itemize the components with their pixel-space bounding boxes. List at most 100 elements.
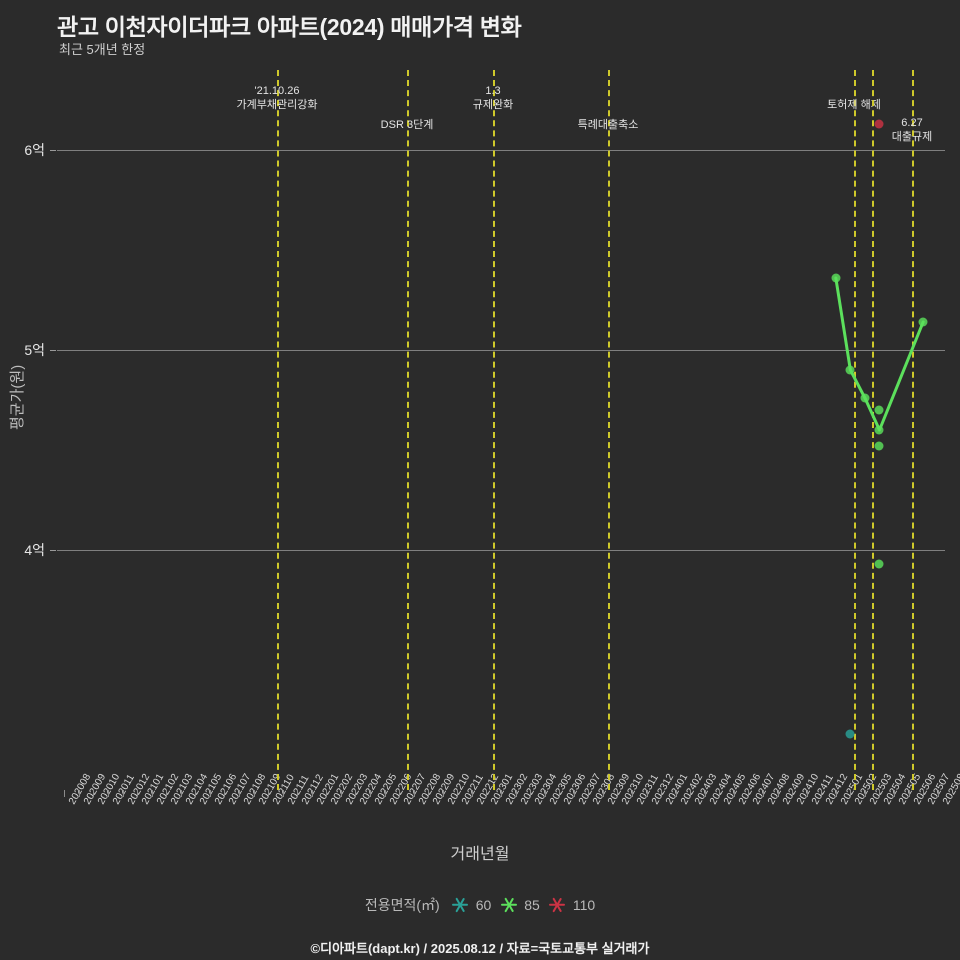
x-tick-mark <box>675 790 677 797</box>
x-axis-label: 거래년월 <box>450 846 510 863</box>
x-tick-mark <box>428 790 430 797</box>
data-point-110[interactable] <box>874 119 884 129</box>
x-tick-mark <box>763 790 765 797</box>
x-tick-mark <box>224 790 226 797</box>
data-point-85[interactable] <box>845 365 855 375</box>
legend: 전용면적(㎡) 60 85 110 <box>0 895 960 915</box>
x-tick-mark <box>253 790 255 797</box>
x-tick-mark <box>64 790 66 797</box>
legend-title: 전용면적(㎡) <box>364 897 440 913</box>
gridline <box>57 150 945 151</box>
x-tick-mark <box>719 790 721 797</box>
x-tick-mark <box>297 790 299 797</box>
x-tick-mark <box>704 790 706 797</box>
page-title: 관고 이천자이더파크 아파트(2024) 매매가격 변화 <box>57 14 522 40</box>
x-tick-mark <box>544 790 546 797</box>
x-tick-mark <box>355 790 357 797</box>
data-point-85[interactable] <box>831 273 841 283</box>
data-point-60[interactable] <box>845 729 855 739</box>
data-point-85[interactable] <box>860 393 870 403</box>
x-tick-mark <box>195 790 197 797</box>
legend-item-85[interactable]: 85 <box>500 897 540 914</box>
event-marker-line <box>854 70 856 790</box>
event-marker-label: 토허제 해제 <box>827 99 881 111</box>
x-tick-mark <box>792 790 794 797</box>
x-tick-mark <box>530 790 532 797</box>
x-tick-mark <box>369 790 371 797</box>
page-subtitle: 최근 5개년 한정 <box>59 42 146 57</box>
x-tick-mark <box>122 790 124 797</box>
x-tick-mark <box>311 790 313 797</box>
plot-area: 4억 5억 6억 202008 202009 202010 202011 202012 2021… <box>24 70 960 807</box>
x-tick-mark <box>180 790 182 797</box>
x-tick-mark <box>777 790 779 797</box>
data-point-85[interactable] <box>874 425 884 435</box>
x-tick-mark <box>748 790 750 797</box>
x-tick-mark <box>78 790 80 797</box>
x-tick-mark <box>646 790 648 797</box>
x-tick-mark <box>864 790 866 797</box>
x-tick-mark <box>501 790 502 797</box>
gridline <box>57 350 945 351</box>
asterisk-icon-60 <box>452 897 469 914</box>
x-tick-mark <box>326 790 328 797</box>
y-axis-label: 평균가(원) <box>9 364 26 430</box>
event-marker-line <box>277 70 279 790</box>
x-tick-mark <box>166 790 168 797</box>
x-tick-mark <box>937 790 939 797</box>
x-tick-mark <box>894 790 896 797</box>
y-tick-label: 5억 <box>24 342 45 358</box>
asterisk-icon-85 <box>500 897 517 914</box>
x-tick-mark <box>617 790 619 797</box>
x-tick-mark <box>602 790 604 797</box>
x-tick-mark <box>282 790 284 797</box>
x-tick-mark <box>137 790 139 797</box>
x-tick-mark <box>923 790 925 797</box>
x-tick-mark <box>573 790 575 797</box>
legend-item-110[interactable]: 110 <box>549 897 595 914</box>
x-tick-mark <box>471 790 473 797</box>
data-point-85[interactable] <box>874 559 884 569</box>
x-tick-mark <box>559 790 561 797</box>
x-tick-mark <box>850 790 852 797</box>
y-tick-mark <box>50 550 56 551</box>
x-tick-mark <box>588 790 590 797</box>
legend-label-60: 60 <box>475 897 492 913</box>
event-marker-line <box>493 70 495 790</box>
x-tick-mark <box>413 790 415 797</box>
event-marker-label: 1.3 규제완화 <box>472 85 514 111</box>
data-point-85[interactable] <box>874 405 884 415</box>
event-marker-label: '21.10.26 가계부채관리강화 <box>236 85 318 111</box>
x-tick-mark <box>835 790 837 797</box>
x-tick-mark <box>806 790 808 797</box>
x-tick-mark <box>733 790 735 797</box>
x-tick-mark <box>486 790 488 797</box>
y-tick-mark <box>50 150 56 151</box>
x-tick-mark <box>821 790 823 797</box>
legend-label-110: 110 <box>572 897 596 913</box>
legend-item-60[interactable]: 60 <box>452 897 492 914</box>
y-tick-label: 6억 <box>24 142 45 158</box>
event-marker-line <box>912 70 914 790</box>
x-tick-mark <box>632 790 634 797</box>
event-marker-line <box>872 70 874 790</box>
x-tick-mark <box>340 790 342 797</box>
y-tick-label: 4억 <box>24 542 45 558</box>
x-tick-mark <box>457 790 459 797</box>
x-tick-mark <box>209 790 211 797</box>
x-tick-mark <box>442 790 444 797</box>
x-tick-mark <box>879 790 881 797</box>
data-point-85[interactable] <box>918 317 928 327</box>
asterisk-icon-110 <box>549 897 566 914</box>
x-tick-mark <box>238 790 240 797</box>
data-point-85[interactable] <box>874 441 884 451</box>
event-marker-label: 6.27 대출규제 <box>891 117 933 143</box>
event-marker-line <box>608 70 610 790</box>
x-tick-mark <box>515 790 517 797</box>
x-tick-mark <box>384 790 386 797</box>
x-tick-mark <box>93 790 95 797</box>
x-tick-mark <box>690 790 692 797</box>
event-marker-line <box>407 70 409 790</box>
x-tick-mark <box>151 790 153 797</box>
